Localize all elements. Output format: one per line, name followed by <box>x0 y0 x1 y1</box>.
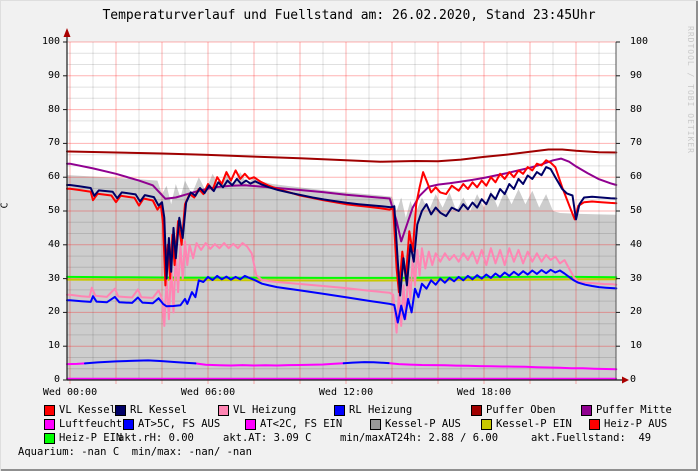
series-at-2c-fs-ein-line <box>66 362 86 366</box>
series-vl-heizung-line <box>66 240 618 334</box>
legend-row: VL Kessel RL Kessel VL Heizung RL Heizung Pu… <box>0 404 698 418</box>
series-kessel-p-ein-line <box>66 278 618 282</box>
legend-label-puffer-mitte: Puffer Mitte <box>596 404 672 416</box>
legend-swatch-vl-heizung <box>218 405 229 416</box>
x-tick-label: Wed 06:00 <box>180 387 236 398</box>
legend-swatch-kessel-p-aus <box>370 419 381 430</box>
legend-swatch-rl-heizung <box>334 405 345 416</box>
series-rl-heizung-line <box>66 268 618 324</box>
series-at-2c-fs-ein-line <box>194 362 345 367</box>
y-tick-label-right: 0 <box>630 374 637 385</box>
legend-label-aquarium-nan-c-min-max-nan-nan: Aquarium: -nan C min/max: -nan/ -nan <box>18 446 252 458</box>
legend-label-akt-rh-0-00: akt.rH: 0.00 <box>118 432 194 444</box>
series-at-5c-fs-aus-line <box>342 361 390 365</box>
legend-swatch-puffer-oben <box>471 405 482 416</box>
y-axis-arrow-icon <box>63 28 71 37</box>
legend-label-vl-heizung: VL Heizung <box>233 404 297 416</box>
x-tick-label: Wed 12:00 <box>318 387 374 398</box>
series-puffer-oben-line <box>66 148 618 163</box>
series-rl-kessel-line <box>66 166 618 297</box>
legend-label-kessel-p-aus: Kessel-P AUS <box>385 418 461 430</box>
legend-label-heiz-p-ein: Heiz-P EIN <box>59 432 123 444</box>
chart-title: Temperaturverlauf und Fuellstand am: 26.… <box>102 8 596 23</box>
y-tick-label-right: 30 <box>630 272 643 284</box>
legend-swatch-at-2c-fs-ein <box>245 419 256 430</box>
y-tick-label-left: 70 <box>47 137 60 149</box>
y-tick-label-left: 60 <box>47 171 60 183</box>
legend-label-heiz-p-aus: Heiz-P AUS <box>604 418 668 430</box>
legend-label-luftfeuchte: Luftfeuchte <box>59 418 129 430</box>
rrdtool-watermark: RRDTOOL / TOBI OETIKER <box>686 26 695 154</box>
kessel-p-aus-area <box>67 170 617 380</box>
y-tick-label-right: 40 <box>630 238 643 250</box>
y-tick-label-right: 60 <box>630 171 643 183</box>
legend-row: Aquarium: -nan C min/max: -nan/ -nan <box>0 446 698 460</box>
legend-swatch-puffer-mitte <box>581 405 592 416</box>
x-tick-label: Wed 18:00 <box>456 387 512 398</box>
legend-label-min-maxat24h-2-88-6-00: min/maxAT24h: 2.88 / 6.00 <box>340 432 499 444</box>
legend-swatch-at-5c-fs-aus <box>123 419 134 430</box>
legend-label-rl-heizung: RL Heizung <box>349 404 413 416</box>
legend-swatch-heiz-p-aus <box>589 419 600 430</box>
y-tick-label-right: 80 <box>630 103 643 115</box>
y-tick-label-right: 100 <box>630 36 649 47</box>
legend-label-vl-kessel: VL Kessel <box>59 404 116 416</box>
series-at-5c-fs-aus-line <box>84 359 197 365</box>
legend-swatch-vl-kessel <box>44 405 55 416</box>
y-tick-label-left: 80 <box>47 103 60 115</box>
legend-label-at-5c-fs-aus: AT>5C, FS AUS <box>138 418 221 430</box>
legend-swatch-luftfeuchte <box>44 419 55 430</box>
axes <box>63 28 629 384</box>
y-tick-label-left: 10 <box>47 340 60 352</box>
y-tick-label-right: 10 <box>630 340 643 352</box>
legend-label-akt-fuellstand-49: akt.Fuellstand: 49 <box>531 432 652 444</box>
x-axis-arrow-icon <box>622 376 629 384</box>
y-tick-label-right: 90 <box>630 69 643 81</box>
legend-label-at-2c-fs-ein: AT<2C, FS EIN <box>260 418 343 430</box>
y-tick-label-right: 70 <box>630 137 643 149</box>
grid <box>67 41 616 384</box>
legend-label-akt-at-3-09-c: akt.AT: 3.09 C <box>223 432 312 444</box>
series-at-2c-fs-ein-line <box>387 362 618 371</box>
legend-label-rl-kessel: RL Kessel <box>130 404 187 416</box>
legend-swatch-heiz-p-ein <box>44 433 55 444</box>
legend-swatch-rl-kessel <box>115 405 126 416</box>
y-tick-label-left: 30 <box>47 272 60 284</box>
x-tick-label: Wed 00:00 <box>42 387 98 398</box>
y-tick-label-left: 100 <box>41 36 60 47</box>
legend-row: Heiz-P EIN akt.rH: 0.00 akt.AT: 3.09 C min/… <box>0 432 698 446</box>
y-tick-label-right: 50 <box>630 205 643 216</box>
y-tick-label-left: 20 <box>47 306 60 318</box>
legend-label-puffer-oben: Puffer Oben <box>486 404 556 416</box>
legend-row: Luftfeuchte AT>5C, FS AUS AT<2C, FS EIN Kes… <box>0 418 698 432</box>
series-heiz-p-ein-line <box>66 275 618 279</box>
legend-swatch-kessel-p-ein <box>481 419 492 430</box>
y-tick-label-left: 0 <box>53 374 60 385</box>
y-tick-label-left: 40 <box>47 238 60 250</box>
y-tick-label-left: 50 <box>47 205 60 216</box>
y-tick-label-left: 90 <box>47 69 60 81</box>
legend-label-kessel-p-ein: Kessel-P EIN <box>496 418 572 430</box>
y-tick-label-right: 20 <box>630 306 643 318</box>
